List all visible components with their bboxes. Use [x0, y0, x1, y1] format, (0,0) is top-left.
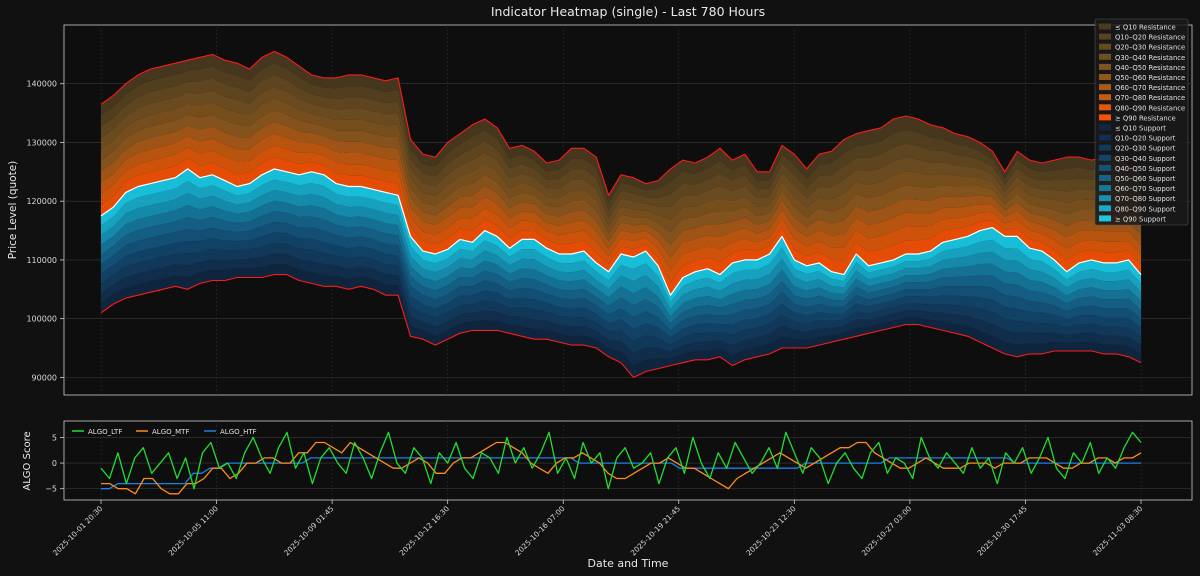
- resistance-band: [101, 98, 1141, 234]
- legend-swatch: [1099, 104, 1111, 111]
- legend-label: Q50–Q60 Resistance: [1115, 74, 1185, 82]
- algo-legend-label: ALGO_HTF: [220, 428, 257, 436]
- support-band: [101, 264, 1141, 378]
- support-band: [101, 232, 1141, 345]
- legend-swatch: [1099, 175, 1111, 181]
- algo-lines: [100, 431, 1142, 495]
- legend-swatch: [1099, 215, 1111, 222]
- resistance-band: [101, 157, 1141, 296]
- legend-label: Q80–Q90 Support: [1115, 205, 1176, 213]
- support-band: [101, 179, 1141, 310]
- support-band: [101, 168, 1141, 303]
- legend-swatch: [1099, 154, 1111, 161]
- legend-swatch: [1099, 53, 1111, 60]
- price-line: [100, 168, 1142, 296]
- legend-label: ≤ Q10 Resistance: [1115, 24, 1176, 32]
- main-y-tick-label: 110000: [26, 256, 57, 265]
- legend-swatch: [1099, 114, 1111, 121]
- main-y-tick-label: 90000: [32, 373, 57, 382]
- legend-swatch: [1099, 205, 1111, 212]
- resistance-band: [101, 86, 1141, 226]
- legend-label: Q80–Q90 Resistance: [1115, 104, 1185, 112]
- resistance-band: [101, 145, 1141, 283]
- support-band: [101, 253, 1141, 366]
- legend-swatch: [1099, 164, 1111, 171]
- main-y-tick-label: 130000: [26, 138, 57, 147]
- main-chart-title: Indicator Heatmap (single) - Last 780 Ho…: [491, 4, 765, 19]
- legend-swatch: [1099, 195, 1111, 202]
- price-lines: [100, 50, 1142, 378]
- legend-label: Q30–Q40 Support: [1115, 155, 1176, 163]
- support-band: [101, 200, 1141, 324]
- legend-swatch: [1099, 43, 1111, 50]
- legend-label: ≥ Q90 Resistance: [1115, 114, 1176, 122]
- algo-legend-label: ALGO_MTF: [152, 428, 189, 436]
- legend-label: Q30–Q40 Resistance: [1115, 54, 1185, 62]
- support-band: [101, 221, 1141, 338]
- algo-y-tick-label: 0: [52, 459, 57, 468]
- legend-swatch: [1099, 124, 1111, 131]
- legend-label: ≤ Q10 Support: [1115, 125, 1166, 133]
- legend-label: Q10–Q20 Support: [1115, 135, 1176, 143]
- legend-label: Q70–Q80 Support: [1115, 195, 1176, 203]
- x-axis-label: Date and Time: [588, 557, 669, 570]
- algo-series-line: [100, 431, 1142, 490]
- resistance-band: [101, 133, 1141, 270]
- main-y-axis-label: Price Level (quote): [7, 161, 19, 260]
- algo-y-tick-label: −5: [45, 485, 57, 494]
- legend-swatch: [1099, 94, 1111, 101]
- algo-y-axis-ticks: −5 0 5: [45, 433, 64, 494]
- legend-label: Q20–Q30 Support: [1115, 145, 1176, 153]
- main-y-axis-ticks: 90000 100000 110000 120000 130000 140000: [26, 80, 64, 382]
- algo-series-line: [101, 457, 1141, 490]
- legend-label: Q60–Q70 Support: [1115, 185, 1176, 193]
- resistance-band: [101, 110, 1141, 245]
- lower-band-line: [100, 274, 1142, 378]
- legend-label: Q20–Q30 Resistance: [1115, 44, 1185, 52]
- main-y-tick-label: 100000: [26, 315, 57, 324]
- algo-y-tick-label: 5: [52, 433, 57, 442]
- support-band: [101, 242, 1141, 354]
- legend-label: Q50–Q60 Support: [1115, 175, 1176, 183]
- algo-legend-label: ALGO_LTF: [88, 428, 122, 436]
- resistance-band: [101, 63, 1141, 211]
- main-y-tick-label: 120000: [26, 197, 57, 206]
- legend-swatch: [1099, 63, 1111, 70]
- support-band: [101, 211, 1141, 331]
- heatmap-legend: ≤ Q10 Resistance Q10–Q20 Resistance Q20–Q3…: [1094, 18, 1189, 226]
- resistance-band: [101, 51, 1141, 204]
- legend-frame: [1094, 18, 1189, 226]
- legend-label: Q10–Q20 Resistance: [1115, 34, 1185, 42]
- legend-label: Q40–Q50 Resistance: [1115, 64, 1185, 72]
- upper-band-line: [100, 50, 1142, 196]
- main-y-tick-label: 140000: [26, 80, 57, 89]
- heatmap-bands: [101, 51, 1141, 378]
- legend-label: ≥ Q90 Support: [1115, 215, 1166, 223]
- resistance-band: [101, 121, 1141, 258]
- legend-swatch: [1099, 84, 1111, 91]
- algo-legend: ALGO_LTF ALGO_MTF ALGO_HTF: [72, 428, 257, 436]
- legend-swatch: [1099, 33, 1111, 40]
- legend-swatch: [1099, 185, 1111, 192]
- legend-swatch: [1099, 23, 1111, 30]
- support-band: [101, 190, 1141, 317]
- legend-swatch: [1099, 74, 1111, 80]
- legend-swatch: [1099, 144, 1111, 151]
- legend-label: Q60–Q70 Resistance: [1115, 84, 1185, 92]
- legend-label: Q70–Q80 Resistance: [1115, 94, 1185, 102]
- resistance-band: [101, 74, 1141, 219]
- legend-swatch: [1099, 134, 1111, 141]
- algo-y-axis-label: ALGO Score: [22, 431, 33, 490]
- legend-label: Q40–Q50 Support: [1115, 165, 1176, 173]
